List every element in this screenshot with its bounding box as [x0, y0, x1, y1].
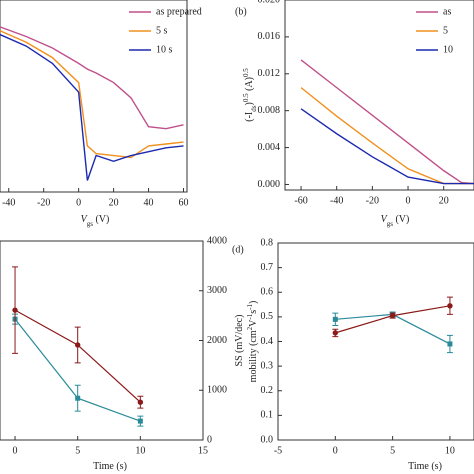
y-tick-label: 0.016 [258, 31, 281, 42]
plot-frame [0, 240, 204, 441]
panel-label: (b) [235, 6, 247, 17]
data-point [389, 312, 396, 319]
x-tick-label: -20 [366, 195, 379, 206]
y-tick-label: 0.0 [261, 434, 274, 445]
y-axis-label-part: SS (mV/dec) [234, 315, 245, 367]
y-axis-label-part: mobility (cm [248, 330, 259, 382]
x-axis-label: Time (s) [93, 461, 127, 472]
x-tick-label: -40 [330, 195, 343, 206]
y-axis-label-part: 0.5 [242, 93, 250, 102]
y-tick-label: 3000 [207, 285, 227, 296]
data-line [300, 108, 474, 185]
legend-label: 10 s [156, 44, 173, 55]
x-tick-label: 5 [390, 445, 395, 456]
x-tick-label: -40 [2, 197, 15, 208]
x-tick-label: -20 [37, 197, 50, 208]
x-tick-label: -5 [274, 445, 282, 456]
x-tick-label: -60 [294, 195, 307, 206]
x-axis-label: Vgs (V) [381, 214, 410, 227]
data-point [12, 307, 18, 313]
data-point [137, 399, 144, 405]
y-tick-label: 0.4 [261, 336, 274, 347]
y-axis-label-part: ds [250, 105, 258, 112]
x-axis-label-part: gs [387, 220, 394, 228]
x-tick-label: 0 [76, 197, 81, 208]
x-tick-label: 40 [144, 197, 154, 208]
y-tick-label: 0.020 [258, 0, 281, 5]
connector-line [335, 313, 451, 345]
x-tick-label: 0 [13, 445, 18, 456]
data-point [137, 418, 143, 424]
x-tick-label: 10 [135, 445, 145, 456]
y-axis-label-part: (A) [244, 77, 255, 93]
x-tick-label: 0 [406, 195, 411, 206]
x-axis-label: Time (s) [408, 461, 442, 472]
y-tick-label: 1000 [207, 385, 227, 396]
y-tick-label: 0.000 [258, 179, 281, 190]
y-axis-label-part: ) [244, 102, 255, 105]
y-axis-label: mobility (cm2V-1s-1) [246, 301, 260, 383]
y-tick-label: 2000 [207, 335, 227, 346]
panel-label: (d) [232, 244, 244, 255]
y-axis-label-part: 0.5 [242, 68, 250, 77]
x-axis-label-part: V [81, 214, 89, 225]
y-tick-label: 0.012 [258, 68, 281, 79]
y-tick-label: 0.8 [261, 237, 274, 248]
data-line [0, 26, 184, 130]
y-tick-label: 0 [207, 434, 212, 445]
data-line [300, 87, 474, 185]
legend-label: 5 [443, 25, 448, 36]
legend-label: 10 [443, 44, 453, 55]
x-tick-label: 10 [445, 445, 455, 456]
y-tick-label: 0.2 [261, 385, 274, 396]
y-tick-label: 4000 [207, 235, 227, 246]
x-axis-label: Vgs (V) [81, 214, 110, 227]
y-tick-label: 0.1 [261, 410, 274, 421]
x-tick-label: 15 [198, 445, 208, 456]
x-tick-label: 60 [179, 197, 189, 208]
y-axis-label-part: 2 [246, 326, 254, 330]
data-line [0, 30, 184, 159]
x-tick-label: 0 [333, 445, 338, 456]
y-axis-label-part: -1 [246, 313, 254, 319]
plot-frame [0, 0, 188, 193]
y-axis-label-part: (-I [244, 112, 255, 122]
y-tick-label: 0.7 [261, 262, 274, 273]
legend-label: as prepared [156, 6, 202, 17]
x-tick-label: 20 [439, 195, 449, 206]
data-point [332, 330, 339, 336]
y-tick-label: 0.004 [258, 142, 281, 153]
y-axis-label-part: ) [248, 301, 259, 304]
legend-label: as [443, 6, 451, 17]
x-axis-label-part: (V) [93, 214, 109, 225]
data-point [332, 316, 338, 322]
y-tick-label: 0.5 [261, 311, 274, 322]
data-point [447, 341, 453, 347]
y-axis-label-part: -1 [246, 304, 254, 310]
y-tick-label: 0.008 [258, 105, 281, 116]
connector-line [335, 305, 451, 334]
x-axis-label-part: gs [87, 220, 94, 228]
x-axis-label-part: Time (s) [93, 461, 127, 472]
x-tick-label: 5 [75, 445, 80, 456]
data-point [74, 342, 81, 348]
x-axis-label-part: Time (s) [408, 461, 442, 472]
y-tick-label: 0.3 [261, 360, 274, 371]
data-point [447, 303, 453, 309]
legend-label: 5 s [156, 25, 168, 36]
y-axis-label-part: V [248, 319, 259, 327]
x-axis-label-part: (V) [393, 214, 409, 225]
x-axis-label-part: V [381, 214, 389, 225]
plot-frame [284, 0, 474, 191]
data-line [300, 59, 474, 185]
data-point [75, 395, 81, 401]
y-axis-label: SS (mV/dec) [234, 315, 245, 367]
y-axis-label: (-Ids)0.5 (A)0.5 [242, 68, 258, 122]
data-line [0, 33, 184, 181]
y-tick-label: 0.6 [261, 287, 274, 298]
y-axis-label-part: s [248, 310, 259, 314]
x-tick-label: 20 [109, 197, 119, 208]
